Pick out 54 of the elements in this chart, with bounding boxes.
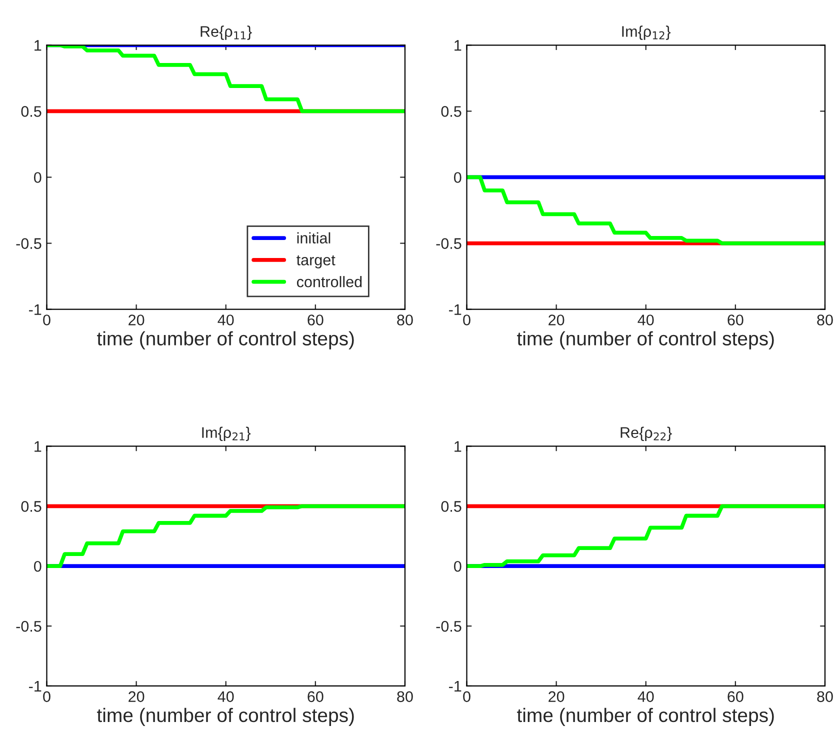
x-tick-label: 80 — [397, 691, 413, 702]
y-tick-label: 0 — [454, 560, 462, 572]
x-tick-label: 80 — [397, 314, 413, 326]
x-tick-label: 0 — [43, 691, 50, 702]
y-tick-label: -1 — [449, 681, 462, 692]
y-tick-label: 0.5 — [441, 501, 462, 512]
x-tick-label: 60 — [308, 314, 324, 326]
x-tick-label: 40 — [218, 691, 234, 702]
x-tick-label: 0 — [463, 314, 470, 326]
y-tick-label: -1 — [28, 304, 42, 315]
chart-title: Re{ρ$_{22}$} — [620, 426, 672, 441]
x-axis-title: time (number of control steps) — [97, 708, 354, 726]
line-series — [466, 175, 825, 246]
y-tick-label: -0.5 — [436, 238, 462, 249]
chart-title: Im{ρ$_{12}$} — [622, 26, 671, 40]
y-tick-label: -0.5 — [16, 620, 42, 632]
x-tick-label: 40 — [638, 314, 654, 326]
y-tick-label: 1 — [454, 40, 462, 51]
x-tick-label: 20 — [548, 314, 564, 326]
y-tick-label: 1 — [34, 40, 42, 51]
x-tick-label: 20 — [128, 314, 144, 326]
x-tick-label: 60 — [728, 691, 744, 702]
legend-label: target — [296, 255, 336, 268]
y-tick-label: 0.5 — [441, 106, 462, 117]
x-tick-label: 0 — [43, 314, 50, 326]
chart-title: Re{ρ$_{11}$} — [200, 26, 252, 40]
x-tick-label: 40 — [218, 314, 234, 326]
y-tick-label: -1 — [449, 304, 462, 315]
y-tick-label: 1 — [454, 441, 462, 452]
x-axis-title: time (number of control steps) — [517, 708, 774, 726]
x-tick-label: 40 — [638, 691, 654, 702]
y-tick-label: 0.5 — [21, 501, 42, 512]
y-tick-label: -0.5 — [16, 238, 42, 249]
x-axis-title: time (number of control steps) — [97, 331, 354, 350]
y-tick-label: -1 — [28, 681, 42, 692]
y-tick-label: 0 — [454, 172, 462, 183]
x-tick-label: 60 — [308, 691, 324, 702]
line-series — [46, 504, 405, 568]
x-tick-label: 20 — [128, 691, 144, 702]
chart-title: Im{ρ$_{21}$} — [202, 426, 251, 441]
y-tick-label: -0.5 — [436, 620, 462, 632]
y-tick-label: 0 — [34, 172, 42, 183]
legend-label: initial — [297, 232, 330, 244]
y-tick-label: 0 — [34, 560, 42, 572]
x-tick-label: 20 — [548, 691, 564, 702]
x-tick-label: 0 — [463, 691, 470, 702]
x-tick-label: 80 — [817, 314, 833, 326]
x-tick-label: 60 — [728, 314, 744, 326]
line-series — [466, 504, 825, 568]
x-tick-label: 80 — [817, 691, 833, 702]
legend-label: controlled — [296, 276, 362, 288]
y-tick-label: 1 — [34, 441, 42, 452]
x-axis-title: time (number of control steps) — [517, 331, 774, 350]
y-tick-label: 0.5 — [21, 106, 42, 117]
